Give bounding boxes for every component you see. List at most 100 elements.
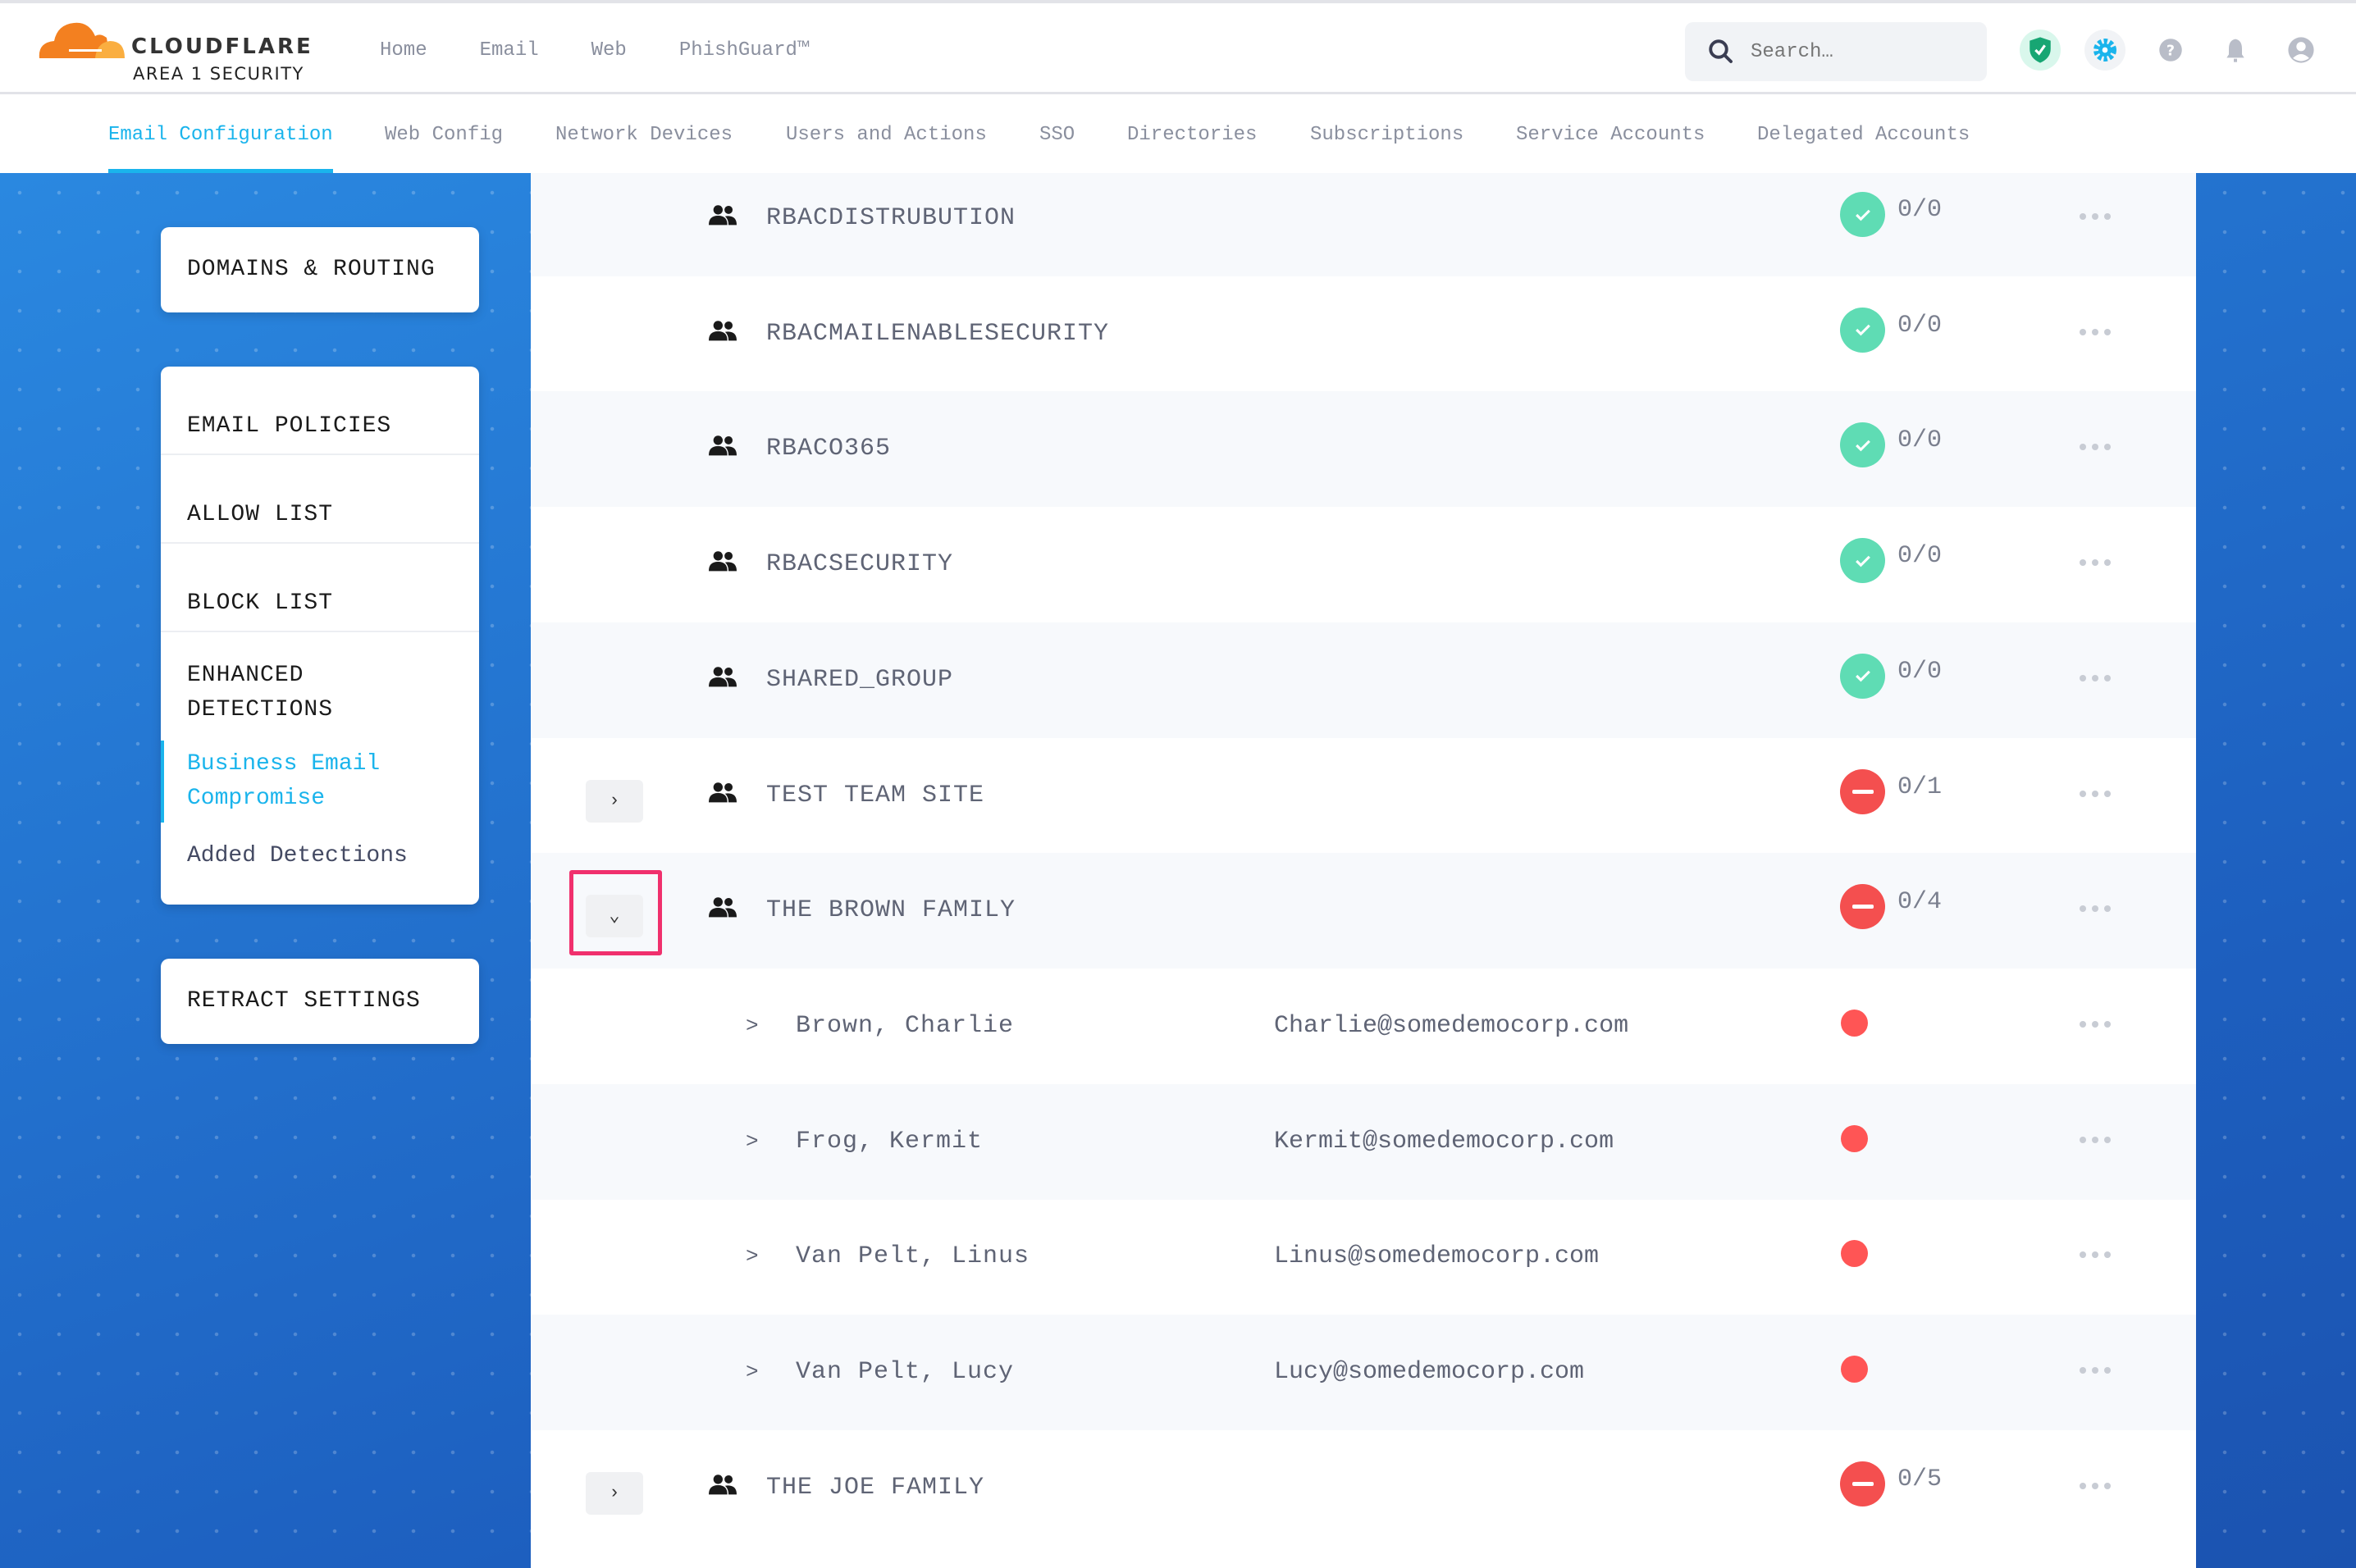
group-name: RBACDISTRUBUTION bbox=[766, 204, 1016, 232]
chevron-right-icon: › bbox=[609, 791, 620, 811]
sidebar-item-enhanced-detections[interactable]: ENHANCED DETECTIONS bbox=[187, 659, 333, 727]
group-row[interactable]: RBACDISTRUBUTION 0/0 bbox=[531, 173, 2196, 276]
label-line: Business Email bbox=[187, 751, 381, 777]
more-options-icon[interactable] bbox=[2080, 902, 2112, 914]
check-circle-icon bbox=[1840, 192, 1885, 237]
nav-email[interactable]: Email bbox=[479, 39, 539, 62]
sidebar-item-business-email-compromise[interactable]: Business Email Compromise bbox=[187, 747, 380, 816]
minus-circle-icon bbox=[1840, 884, 1885, 930]
sidebar-item-added-detections[interactable]: Added Detections bbox=[187, 843, 408, 868]
tab-users-and-actions[interactable]: Users and Actions bbox=[786, 124, 987, 146]
member-name: Frog, Kermit bbox=[796, 1127, 984, 1155]
member-count: 0/4 bbox=[1897, 888, 1943, 917]
member-email: Lucy@somedemocorp.com bbox=[1274, 1358, 1585, 1386]
more-options-icon[interactable] bbox=[2080, 326, 2112, 337]
cloudflare-logo[interactable]: CLOUDFLARE AREA 1 SECURITY bbox=[36, 13, 323, 87]
sidebar-card-retract[interactable]: RETRACT SETTINGS bbox=[161, 959, 479, 1044]
group-row[interactable]: SHARED_GROUP 0/0 bbox=[531, 622, 2196, 738]
chevron-right-icon: › bbox=[609, 1483, 620, 1504]
active-indicator bbox=[161, 741, 164, 823]
nav-home[interactable]: Home bbox=[380, 39, 427, 62]
nav-web[interactable]: Web bbox=[591, 39, 627, 62]
label-line: Compromise bbox=[187, 786, 326, 811]
group-row[interactable]: › THE JOE FAMILY 0/5 bbox=[531, 1430, 2196, 1546]
check-circle-icon bbox=[1840, 307, 1885, 353]
tab-email-configuration[interactable]: Email Configuration bbox=[108, 124, 333, 146]
group-name: RBACSECURITY bbox=[766, 550, 954, 579]
minus-circle-icon bbox=[1840, 768, 1885, 814]
tab-service-accounts[interactable]: Service Accounts bbox=[1516, 124, 1705, 146]
expand-button[interactable]: › bbox=[586, 779, 643, 823]
sidebar-item-domains-routing[interactable]: DOMAINS & ROUTING bbox=[187, 257, 436, 282]
sidebar-item-allow-list[interactable]: ALLOW LIST bbox=[187, 502, 334, 527]
chevron-right-icon[interactable]: > bbox=[746, 1360, 759, 1384]
group-row[interactable]: RBACMAILENABLESECURITY 0/0 bbox=[531, 276, 2196, 392]
collapse-button[interactable]: ⌄ bbox=[586, 895, 643, 938]
member-row[interactable]: > Frog, Kermit Kermit@somedemocorp.com bbox=[531, 1083, 2196, 1200]
more-options-icon[interactable] bbox=[2080, 1248, 2112, 1260]
status-dot bbox=[1841, 1009, 1868, 1037]
more-options-icon[interactable] bbox=[2080, 210, 2112, 221]
member-name: Brown, Charlie bbox=[796, 1011, 1015, 1040]
gear-icon[interactable] bbox=[2084, 30, 2125, 71]
member-row[interactable]: > Van Pelt, Linus Linus@somedemocorp.com bbox=[531, 1199, 2196, 1315]
group-row[interactable]: › TEST TEAM SITE 0/1 bbox=[531, 738, 2196, 854]
search-icon bbox=[1709, 39, 1733, 63]
group-row[interactable]: ⌄ THE BROWN FAMILY 0/4 bbox=[531, 853, 2196, 969]
cloud-icon bbox=[39, 22, 125, 58]
chevron-right-icon[interactable]: > bbox=[746, 1244, 759, 1269]
top-header: CLOUDFLARE AREA 1 SECURITY Home Email We… bbox=[0, 0, 2356, 94]
more-options-icon[interactable] bbox=[2080, 787, 2112, 799]
member-email: Kermit@somedemocorp.com bbox=[1274, 1127, 1614, 1155]
more-options-icon[interactable] bbox=[2080, 440, 2112, 452]
groups-list: RBACDISTRUBUTION 0/0 RBACMAILENABLESECURIT… bbox=[531, 173, 2196, 1568]
search-input[interactable] bbox=[1751, 35, 1972, 68]
more-options-icon[interactable] bbox=[2080, 1018, 2112, 1029]
chevron-right-icon[interactable]: > bbox=[746, 1128, 759, 1154]
more-options-icon[interactable] bbox=[2080, 556, 2112, 567]
member-count: 0/5 bbox=[1897, 1465, 1943, 1493]
search-box[interactable] bbox=[1685, 22, 1987, 81]
member-name: Van Pelt, Lucy bbox=[796, 1358, 1015, 1386]
member-count: 0/0 bbox=[1897, 196, 1943, 224]
status-dot bbox=[1841, 1356, 1868, 1383]
member-email: Linus@somedemocorp.com bbox=[1274, 1242, 1600, 1271]
group-row[interactable]: RBACSECURITY 0/0 bbox=[531, 507, 2196, 622]
help-icon[interactable]: ? bbox=[2150, 30, 2191, 71]
tab-delegated-accounts[interactable]: Delegated Accounts bbox=[1757, 124, 1970, 146]
member-count: 0/1 bbox=[1897, 773, 1943, 801]
label-line: ENHANCED bbox=[187, 663, 304, 688]
expand-button[interactable]: › bbox=[586, 1471, 643, 1515]
brand-sub: AREA 1 SECURITY bbox=[133, 64, 304, 84]
member-count: 0/0 bbox=[1897, 657, 1943, 686]
group-icon bbox=[709, 897, 737, 918]
more-options-icon[interactable] bbox=[2080, 1479, 2112, 1491]
group-icon bbox=[709, 1474, 737, 1495]
sidebar-item-email-policies[interactable]: EMAIL POLICIES bbox=[187, 413, 392, 439]
nav-phishguard[interactable]: PhishGuard™ bbox=[678, 39, 810, 62]
chevron-right-icon[interactable]: > bbox=[746, 1013, 759, 1038]
status-dot bbox=[1841, 1124, 1868, 1152]
more-options-icon[interactable] bbox=[2080, 672, 2112, 683]
tab-web-config[interactable]: Web Config bbox=[385, 124, 504, 146]
user-icon[interactable] bbox=[2281, 30, 2322, 71]
divider bbox=[161, 542, 479, 544]
group-name: RBACMAILENABLESECURITY bbox=[766, 319, 1110, 348]
sidebar-item-retract-settings[interactable]: RETRACT SETTINGS bbox=[187, 988, 421, 1014]
shield-check-icon[interactable] bbox=[2020, 30, 2061, 71]
member-row[interactable]: > Brown, Charlie Charlie@somedemocorp.com bbox=[531, 969, 2196, 1084]
more-options-icon[interactable] bbox=[2080, 1133, 2112, 1145]
sidebar-item-block-list[interactable]: BLOCK LIST bbox=[187, 590, 334, 616]
more-options-icon[interactable] bbox=[2080, 1364, 2112, 1375]
tab-network-devices[interactable]: Network Devices bbox=[555, 124, 733, 146]
highlight-box bbox=[569, 870, 662, 956]
member-count: 0/0 bbox=[1897, 426, 1943, 455]
tab-directories[interactable]: Directories bbox=[1127, 124, 1258, 146]
bell-icon[interactable] bbox=[2215, 30, 2256, 71]
tab-sso[interactable]: SSO bbox=[1039, 124, 1075, 146]
tab-subscriptions[interactable]: Subscriptions bbox=[1310, 124, 1464, 146]
group-row[interactable]: RBACO365 0/0 bbox=[531, 391, 2196, 508]
label-line: DETECTIONS bbox=[187, 697, 334, 722]
sidebar-card-domains[interactable]: DOMAINS & ROUTING bbox=[161, 227, 479, 312]
member-row[interactable]: > Van Pelt, Lucy Lucy@somedemocorp.com bbox=[531, 1315, 2196, 1430]
